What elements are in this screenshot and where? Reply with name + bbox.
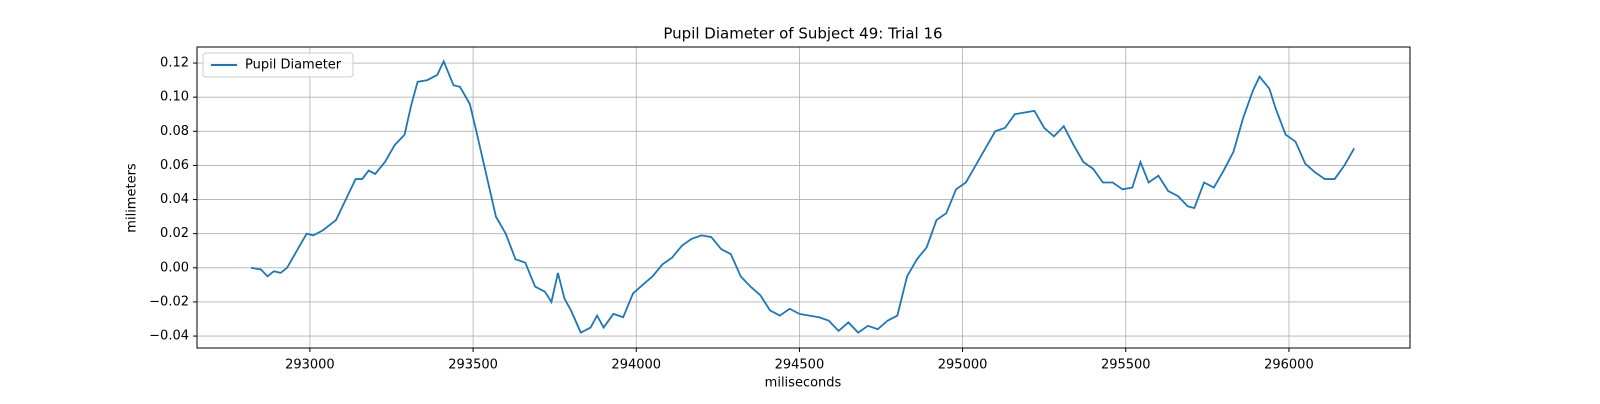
y-tick-label: 0.12 [160, 56, 189, 71]
x-tick-label: 296000 [1264, 358, 1314, 373]
x-axis-label: miliseconds [765, 376, 842, 391]
x-tick-label: 293000 [285, 358, 335, 373]
plot-frame [196, 46, 1411, 349]
y-tick-label: 0.04 [160, 192, 189, 207]
y-tick-label: 0.08 [160, 124, 189, 139]
x-tick-label: 294000 [611, 358, 661, 373]
legend-label: Pupil Diameter [245, 58, 342, 73]
x-tick-label: 293500 [448, 358, 498, 373]
y-tick-label: −0.02 [149, 294, 189, 309]
y-tick-label: 0.02 [160, 226, 189, 241]
y-tick-label: −0.04 [149, 329, 189, 344]
x-tick-label: 294500 [775, 358, 825, 373]
x-tick-label: 295500 [1101, 358, 1151, 373]
y-tick-label: 0.10 [160, 90, 189, 105]
y-tick-label: 0.00 [160, 260, 189, 275]
legend-box [202, 52, 354, 78]
chart-title: Pupil Diameter of Subject 49: Trial 16 [663, 25, 942, 43]
data-line [251, 59, 1355, 334]
x-tick-label: 295000 [938, 358, 988, 373]
y-tick-label: 0.06 [160, 158, 189, 173]
y-axis-label: milimeters [125, 163, 140, 233]
